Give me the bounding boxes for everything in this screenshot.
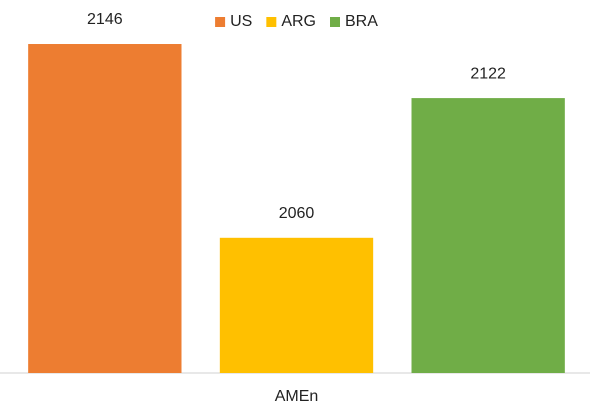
legend-swatch bbox=[215, 17, 226, 27]
bar bbox=[411, 98, 565, 374]
legend-swatch bbox=[266, 17, 277, 27]
data-label: 2060 bbox=[279, 205, 315, 222]
legend-label: ARG bbox=[281, 13, 316, 30]
legend-label: US bbox=[230, 13, 252, 30]
x-tick-label: AMEn bbox=[275, 388, 319, 405]
legend-swatch bbox=[330, 17, 340, 27]
bar bbox=[28, 44, 182, 373]
data-label: 2146 bbox=[87, 11, 123, 28]
legend-label: BRA bbox=[345, 13, 378, 30]
legend: US ARG BRA bbox=[215, 13, 378, 30]
data-label: 2122 bbox=[470, 65, 506, 82]
bar bbox=[219, 237, 374, 373]
